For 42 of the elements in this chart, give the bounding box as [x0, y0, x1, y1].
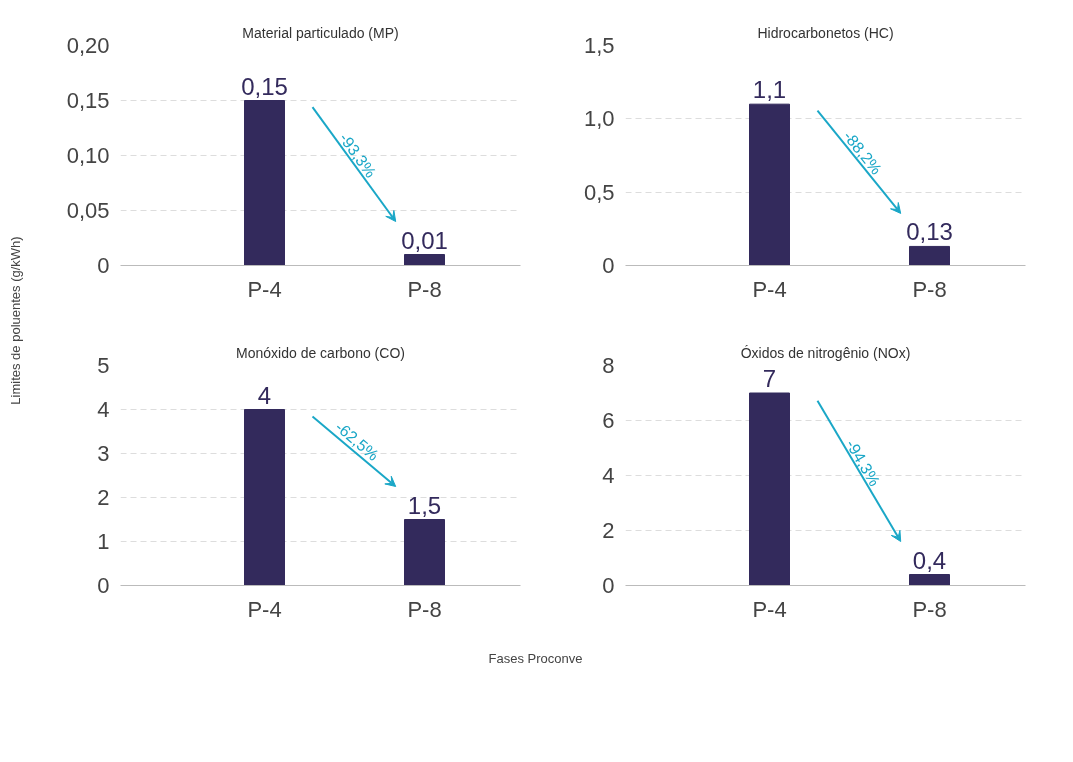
- chart-title: Monóxido de carbono (CO): [236, 344, 405, 361]
- data-label: 0,01: [401, 226, 448, 254]
- chart-title: Óxidos de nitrogênio (NOx): [740, 344, 911, 361]
- y-tick-label: 0: [97, 573, 110, 598]
- chart-title: Hidrocarbonetos (HC): [757, 24, 894, 41]
- data-label: 0,4: [912, 546, 947, 574]
- x-tick-label: P-4: [752, 596, 787, 622]
- x-tick-label: P-4: [247, 596, 282, 622]
- y-tick-label: 1: [97, 529, 110, 554]
- y-tick-label: 1,5: [583, 33, 615, 58]
- y-tick-label: 5: [97, 353, 110, 378]
- y-axis-title: Limites de poluentes (g/kWh): [8, 236, 23, 405]
- y-tick-label: 4: [97, 397, 110, 422]
- y-tick-label: 0: [602, 573, 615, 598]
- x-tick-label: P-4: [247, 276, 282, 302]
- x-axis-title: Fases Proconve: [488, 650, 583, 666]
- y-tick-label: 0: [602, 253, 615, 278]
- y-tick-label: 0,15: [66, 88, 110, 113]
- y-tick-label: 2: [602, 518, 615, 543]
- data-label: 0,15: [241, 72, 288, 100]
- x-tick-label: P-8: [912, 596, 947, 622]
- y-tick-label: 0: [97, 253, 110, 278]
- y-tick-label: 2: [97, 485, 110, 510]
- y-tick-label: 0,10: [66, 143, 110, 168]
- y-tick-label: 3: [97, 441, 110, 466]
- x-tick-label: P-8: [407, 596, 442, 622]
- y-tick-label: 0,5: [583, 179, 615, 205]
- x-tick-label: P-4: [752, 276, 787, 302]
- data-label: 7: [762, 365, 777, 392]
- y-tick-label: 0,05: [66, 198, 110, 223]
- y-tick-label: 8: [602, 353, 615, 378]
- data-label: 1,5: [407, 491, 442, 519]
- y-tick-label: 6: [602, 408, 615, 433]
- x-tick-label: P-8: [912, 276, 947, 302]
- y-tick-label: 0,20: [66, 33, 110, 58]
- data-label: 1,1: [752, 76, 787, 104]
- y-tick-label: 1,0: [583, 106, 615, 132]
- y-tick-label: 4: [602, 463, 615, 488]
- data-label: 4: [257, 381, 272, 409]
- chart-title: Material particulado (MP): [242, 24, 399, 41]
- data-label: 0,13: [906, 218, 953, 246]
- x-tick-label: P-8: [407, 276, 442, 302]
